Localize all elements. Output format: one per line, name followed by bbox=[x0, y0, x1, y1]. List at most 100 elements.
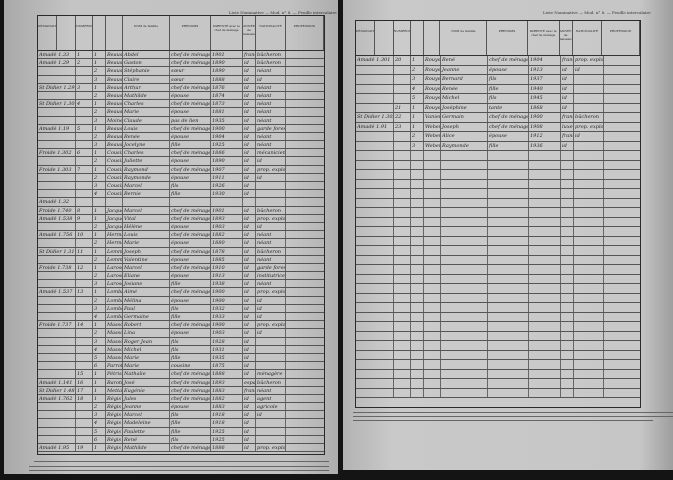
first-name-cell: fils bbox=[170, 411, 211, 419]
surname-cell bbox=[441, 312, 488, 321]
household-number-cell bbox=[411, 198, 424, 207]
first-name-cell: fille bbox=[488, 84, 529, 93]
house-number-cell bbox=[76, 353, 93, 362]
house-number-cell bbox=[76, 91, 93, 100]
household-number-cell: 1 bbox=[93, 214, 106, 222]
birth-year-cell: française bbox=[244, 51, 256, 59]
birth-year-cell bbox=[561, 369, 574, 378]
house-number-cell bbox=[394, 369, 411, 378]
house-number-cell: 2 bbox=[76, 59, 93, 67]
first-name-cell bbox=[488, 274, 529, 283]
household-number-cell: 1 bbox=[93, 59, 106, 67]
address-cell bbox=[356, 170, 394, 179]
house-number-cell bbox=[394, 179, 411, 188]
household-number-cell bbox=[411, 217, 424, 226]
table-row: 4MassonpierreMichelfils1931id bbox=[38, 345, 324, 354]
first-name-cell: chef de ménage bbox=[171, 370, 211, 378]
table-row: St Didier 1.31111LemminachJosephchef de … bbox=[38, 247, 324, 256]
household-number-cell: 6 bbox=[93, 435, 106, 443]
column-header: NATIONALITÉ bbox=[573, 21, 603, 55]
nationality-cell: id bbox=[256, 329, 286, 337]
household-number-cell bbox=[411, 151, 424, 160]
relation-cell bbox=[529, 198, 561, 207]
individual-number-cell bbox=[424, 388, 441, 397]
birth-year-cell: id bbox=[243, 370, 256, 378]
surname-cell bbox=[441, 179, 488, 188]
house-number-cell: 18 bbox=[76, 394, 93, 403]
first-name-cell: chef de ménage bbox=[171, 149, 211, 157]
address-cell: St Didier 1.48 bbox=[39, 386, 76, 394]
first-name-cell bbox=[488, 322, 529, 331]
table-row bbox=[356, 227, 640, 237]
table-row bbox=[356, 255, 640, 265]
household-number-cell: 4 bbox=[93, 419, 106, 427]
birth-year-cell bbox=[561, 379, 574, 388]
individual-number-cell bbox=[424, 151, 441, 160]
table-row bbox=[356, 388, 640, 398]
relation-cell: 1900 bbox=[529, 113, 561, 122]
relation-cell bbox=[529, 179, 561, 188]
table-row: Amadé 1.91 23 1 Weber Joseph chef de ménage 19… bbox=[356, 122, 640, 132]
nationality-cell bbox=[256, 345, 286, 353]
nationality-cell bbox=[256, 362, 286, 370]
first-name-cell: chef de ménage bbox=[171, 165, 211, 173]
surname-cell: Jeanne bbox=[123, 403, 170, 411]
table-header: DÉSIGNATIONNUMÉROSNOM de famillePRÉNOMSP… bbox=[38, 16, 324, 51]
address-cell bbox=[356, 103, 394, 112]
relation-cell: 1936 bbox=[529, 141, 561, 150]
individual-number-cell: Massonpierre bbox=[107, 337, 123, 345]
table-row: 2MassonpierreLinaépouse1903idid bbox=[38, 329, 324, 338]
first-name-cell bbox=[170, 198, 211, 206]
birth-year-cell: id bbox=[243, 108, 256, 116]
household-number-cell: 2 bbox=[93, 173, 106, 181]
relation-cell bbox=[529, 274, 561, 283]
house-number-cell bbox=[76, 141, 93, 149]
first-name-cell bbox=[488, 341, 529, 350]
first-name-cell: fils bbox=[170, 435, 211, 443]
first-name-cell: chef de ménage bbox=[171, 83, 211, 91]
household-number-cell bbox=[411, 255, 424, 264]
individual-number-cell: Rouyer bbox=[425, 94, 441, 103]
birth-year-cell bbox=[561, 189, 574, 198]
table-row: 4 Cousin Bernie fille 1930 id bbox=[38, 190, 324, 199]
household-number-cell bbox=[93, 198, 106, 206]
nationality-cell: agricole bbox=[256, 403, 286, 411]
individual-number-cell bbox=[424, 236, 441, 245]
individual-number-cell bbox=[424, 189, 441, 198]
nationality-cell bbox=[256, 190, 286, 198]
nationality-cell bbox=[574, 322, 604, 331]
birth-year-cell bbox=[561, 198, 574, 207]
surname-cell: Renée bbox=[123, 132, 170, 141]
nationality-cell bbox=[574, 103, 604, 112]
surname-cell: Valentine bbox=[123, 255, 170, 263]
house-number-cell bbox=[394, 94, 411, 103]
column-header: ANNÉE de naissance bbox=[560, 21, 573, 55]
table-header: DÉSIGNATIONNUMÉROSNOM de famillePRÉNOMSP… bbox=[356, 21, 641, 56]
first-name-cell: épouse bbox=[170, 157, 211, 165]
house-number-cell bbox=[76, 190, 93, 198]
nationality-cell bbox=[574, 94, 604, 103]
birth-year-cell: id bbox=[243, 353, 256, 362]
nationality-cell: id bbox=[256, 296, 286, 304]
nationality-cell: agent bbox=[256, 394, 286, 403]
individual-number-cell: Moine bbox=[107, 116, 123, 124]
birth-year-cell: id bbox=[243, 116, 256, 124]
house-number-cell: 7 bbox=[76, 165, 93, 173]
household-number-cell: 3 bbox=[93, 116, 106, 124]
household-number-cell: 2 bbox=[411, 65, 424, 74]
surname-cell: Marcel bbox=[123, 182, 170, 190]
relation-cell: 1912 bbox=[529, 132, 561, 141]
surname-cell bbox=[441, 236, 488, 245]
individual-number-cell bbox=[424, 369, 441, 378]
birth-year-cell: id bbox=[561, 75, 574, 84]
first-name-cell: chef de ménage bbox=[171, 100, 211, 108]
nationality-cell bbox=[256, 419, 286, 427]
first-name-cell: chef de ménage bbox=[171, 394, 211, 403]
birth-year-cell bbox=[561, 179, 574, 188]
table-row: 2 Larose Eliane épouse 1913 id institutrice bbox=[38, 272, 324, 281]
house-number-cell: 23 bbox=[394, 122, 411, 131]
first-name-cell: chef de ménage bbox=[171, 247, 211, 255]
relation-cell bbox=[529, 369, 561, 378]
address-cell bbox=[38, 411, 76, 419]
house-number-cell bbox=[394, 198, 411, 207]
